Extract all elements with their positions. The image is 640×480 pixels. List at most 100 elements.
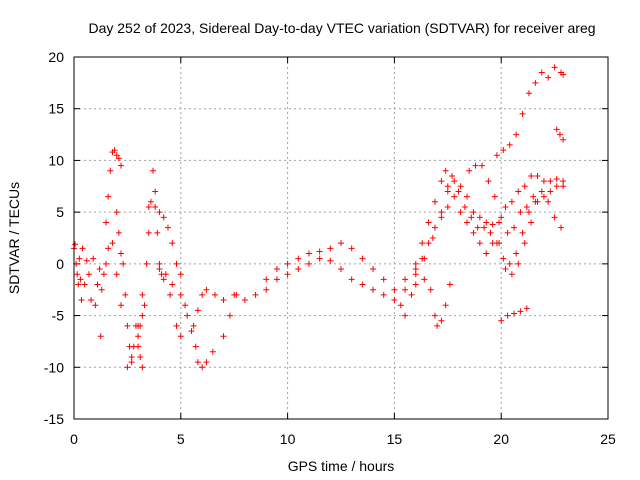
data-point [511, 224, 518, 231]
series-track-l [498, 126, 567, 324]
data-point [81, 281, 88, 288]
series-track-c [135, 167, 184, 340]
data-point [451, 178, 458, 185]
series-track-e [156, 203, 451, 329]
data-point [156, 209, 163, 216]
data-point [209, 348, 216, 355]
y-axis-label: SDTVAR / TECUs [6, 182, 22, 294]
data-point [348, 245, 355, 252]
data-point [528, 172, 535, 179]
data-point [491, 193, 498, 200]
data-point [124, 322, 131, 329]
data-point [496, 240, 503, 247]
data-point [111, 147, 118, 154]
data-point [107, 167, 114, 174]
data-point [338, 240, 344, 247]
series-track-j [466, 162, 537, 236]
data-point [513, 250, 520, 257]
data-point [380, 276, 387, 283]
series-track-k [493, 64, 567, 159]
data-point [162, 271, 169, 278]
x-tick-label: 20 [493, 431, 509, 447]
data-point [147, 198, 154, 205]
series-track-h [412, 178, 567, 278]
data-point [464, 193, 471, 200]
series-track-f [263, 255, 453, 329]
data-point [483, 250, 490, 257]
data-point [79, 245, 86, 252]
data-point [164, 224, 171, 231]
data-point [173, 260, 180, 267]
data-point [502, 266, 509, 273]
data-point [521, 240, 528, 247]
data-point [117, 162, 124, 169]
data-point [515, 188, 522, 195]
data-point [508, 271, 515, 278]
data-point [489, 221, 496, 228]
data-point [476, 240, 483, 247]
data-point [472, 162, 479, 169]
data-point [194, 307, 201, 314]
data-point [115, 155, 122, 162]
data-point [506, 260, 513, 267]
data-point [143, 260, 150, 267]
x-tick-labels: 0 5 10 15 20 25 [70, 431, 616, 447]
data-point [408, 291, 415, 298]
data-point [487, 229, 494, 236]
data-point [77, 276, 84, 283]
data-point [498, 214, 505, 221]
data-point [141, 302, 148, 309]
y-tick-label: -15 [44, 411, 64, 427]
data-point [442, 167, 449, 174]
data-point [370, 286, 377, 293]
data-point [438, 214, 445, 221]
data-point [412, 271, 419, 278]
data-point [295, 266, 302, 273]
data-point [97, 333, 104, 340]
data-point [117, 250, 124, 257]
data-point [438, 178, 445, 185]
data-point [190, 322, 197, 329]
data-point [425, 219, 432, 226]
data-point [470, 209, 477, 216]
data-point [169, 240, 176, 247]
data-point [359, 281, 366, 288]
data-point [88, 297, 95, 304]
data-point [327, 245, 334, 252]
y-tick-label: 5 [56, 204, 64, 220]
data-point [438, 209, 445, 216]
data-point [481, 224, 488, 231]
data-point [455, 188, 462, 195]
data-point [421, 255, 428, 262]
data-point [75, 281, 82, 288]
data-point [449, 172, 456, 179]
data-point [150, 167, 157, 174]
data-point [305, 250, 312, 257]
series-track-d [145, 203, 240, 371]
data-point [538, 188, 545, 195]
data-point [560, 136, 567, 143]
x-tick-label: 25 [600, 431, 616, 447]
data-point [284, 271, 291, 278]
data-point [530, 193, 537, 200]
data-point [160, 276, 167, 283]
data-point [466, 167, 473, 174]
axis-ticks [73, 56, 609, 420]
data-point [203, 286, 210, 293]
data-point [137, 353, 144, 360]
data-point [464, 219, 471, 226]
data-point [231, 291, 238, 298]
data-point [120, 260, 127, 267]
data-point [152, 203, 159, 210]
data-point [504, 312, 511, 319]
data-point [135, 322, 142, 329]
data-point [421, 276, 428, 283]
data-point [177, 291, 184, 298]
data-point [273, 276, 280, 283]
data-point [160, 214, 167, 221]
data-point [504, 229, 511, 236]
data-point [519, 229, 526, 236]
data-point [498, 317, 505, 324]
data-point [468, 214, 475, 221]
data-point [139, 291, 146, 298]
